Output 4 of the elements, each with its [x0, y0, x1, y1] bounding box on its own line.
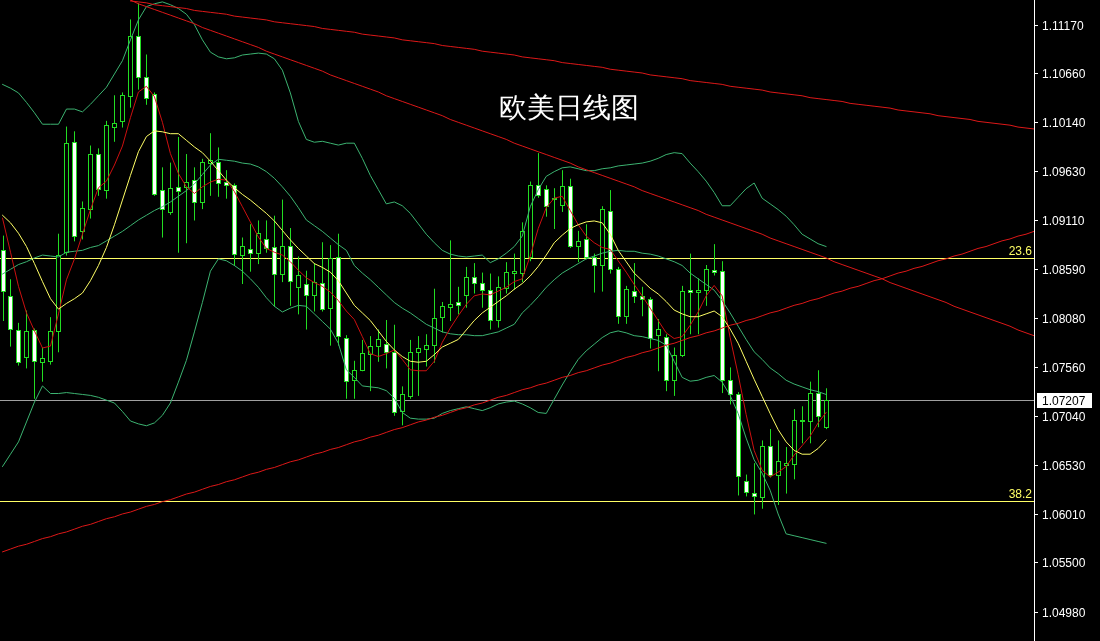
ref-line-label: 1.07207 [1042, 394, 1086, 408]
annotation: 23.6 [1008, 244, 1032, 258]
annotation: 38.2 [1008, 487, 1032, 501]
title: 欧美日线图 [498, 91, 639, 125]
